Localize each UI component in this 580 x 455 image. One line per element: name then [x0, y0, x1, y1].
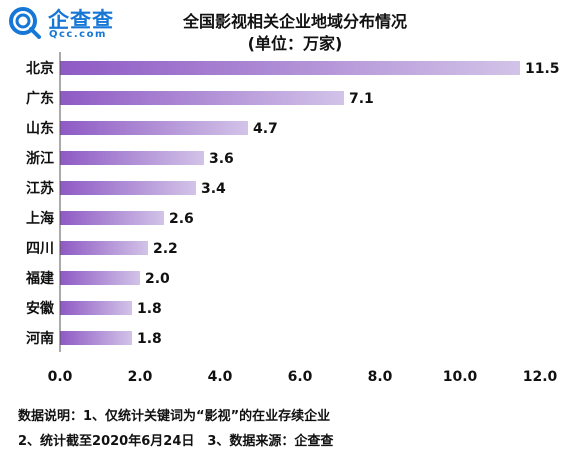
data-note-line-1: 数据说明：1、仅统计关键词为“影视”的在业存续企业	[18, 409, 331, 424]
bar	[60, 331, 132, 345]
x-tick-label: 2.0	[128, 369, 153, 385]
category-label: 福建	[25, 270, 54, 287]
category-label: 四川	[26, 241, 54, 257]
chart-title: 全国影视相关企业地域分布情况	[182, 12, 407, 31]
category-label: 浙江	[26, 150, 54, 167]
value-label: 2.6	[169, 211, 194, 227]
qcc-logo-icon	[9, 7, 41, 39]
chart-subtitle: (单位：万家)	[247, 34, 343, 53]
value-label: 1.8	[137, 301, 162, 317]
category-label: 河南	[26, 330, 54, 347]
value-label: 2.0	[145, 271, 170, 287]
bar	[60, 241, 148, 255]
x-tick-label: 6.0	[288, 369, 313, 385]
category-label: 江苏	[26, 180, 54, 197]
logo-name: 企查查	[48, 8, 114, 32]
value-label: 2.2	[153, 241, 178, 257]
x-tick-label: 12.0	[523, 369, 558, 385]
category-label: 上海	[26, 210, 54, 227]
bar	[60, 211, 164, 225]
value-label: 3.6	[209, 151, 234, 167]
value-label: 4.7	[253, 121, 278, 137]
x-tick-label: 10.0	[443, 369, 478, 385]
value-label: 3.4	[201, 181, 226, 197]
x-tick-label: 8.0	[368, 369, 393, 385]
bar-chart: 北京 11.5 广东 7.1 山东 4.7 浙江 3.6 江苏 3.4 上海 2.6 四川 2.2 福建 2.…	[25, 52, 560, 385]
x-tick-label: 0.0	[48, 369, 73, 385]
category-label: 广东	[26, 90, 54, 107]
value-label: 7.1	[349, 91, 374, 107]
bar	[60, 121, 248, 135]
category-label: 安徽	[26, 300, 55, 317]
bar	[60, 271, 140, 285]
bar	[60, 301, 132, 315]
logo-domain: Qcc.com	[49, 29, 107, 40]
bar	[60, 151, 204, 165]
category-label: 山东	[26, 120, 54, 137]
category-label: 北京	[26, 60, 54, 77]
bar	[60, 91, 344, 105]
bar	[60, 181, 196, 195]
value-label: 11.5	[525, 61, 560, 77]
value-label: 1.8	[137, 331, 162, 347]
data-note-line-2: 2、统计截至2020年6月24日 3、数据来源：企查查	[18, 434, 334, 449]
bar	[60, 61, 520, 75]
qcc-logo: 企查查 Qcc.com	[8, 4, 138, 44]
x-tick-label: 4.0	[208, 369, 233, 385]
